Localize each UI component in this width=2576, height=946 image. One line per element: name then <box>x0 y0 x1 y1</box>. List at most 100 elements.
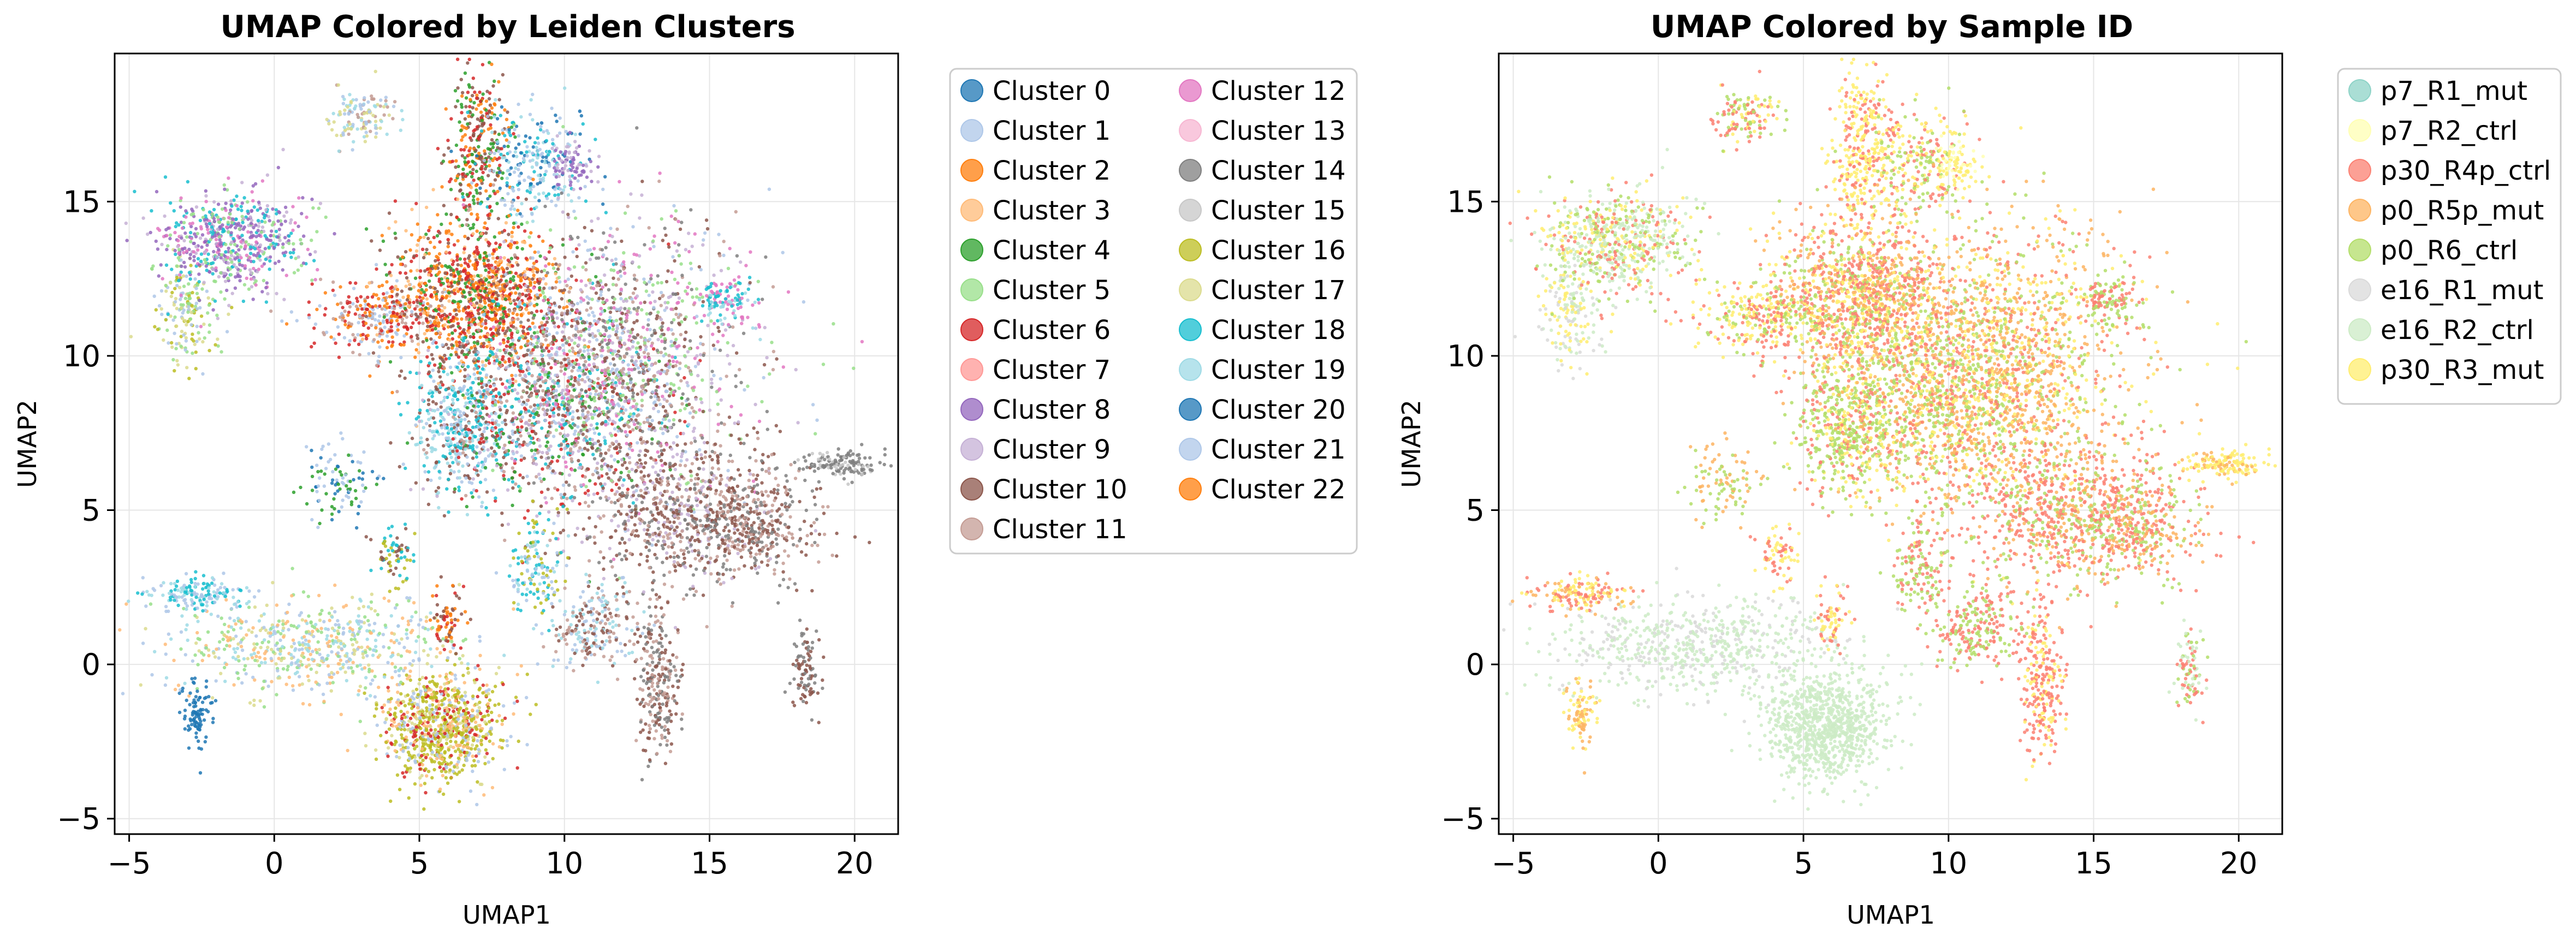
scatter-point <box>244 244 247 248</box>
scatter-point <box>508 134 513 138</box>
scatter-point <box>479 155 484 159</box>
scatter-point <box>471 694 475 698</box>
scatter-point <box>529 207 533 211</box>
scatter-point <box>268 255 272 259</box>
scatter-point <box>221 223 224 227</box>
scatter-point <box>450 346 454 350</box>
scatter-point <box>283 205 288 209</box>
scatter-point <box>355 296 359 300</box>
scatter-point <box>368 304 372 308</box>
scatter-point <box>462 763 466 767</box>
scatter-point <box>192 339 195 343</box>
scatter-point <box>485 111 489 115</box>
scatter-point <box>346 325 350 330</box>
scatter-point <box>424 676 428 680</box>
scatter-point <box>478 201 483 206</box>
scatter-point <box>530 311 533 315</box>
scatter-point <box>335 133 339 138</box>
scatter-point <box>486 174 490 177</box>
scatter-point <box>425 205 429 210</box>
scatter-point <box>434 695 438 699</box>
scatter-point <box>363 731 367 735</box>
scatter-point <box>590 252 594 257</box>
scatter-point <box>201 574 206 578</box>
scatter-point <box>365 134 369 138</box>
scatter-point <box>306 594 310 598</box>
scatter-point <box>276 669 280 673</box>
scatter-point <box>452 315 455 319</box>
scatter-point <box>461 195 465 199</box>
scatter-point <box>454 340 459 344</box>
scatter-point <box>339 301 343 305</box>
scatter-point <box>377 354 381 359</box>
scatter-point <box>498 279 502 283</box>
scatter-point <box>470 743 474 747</box>
scatter-point <box>236 207 240 211</box>
scatter-point <box>410 310 414 314</box>
scatter-point <box>207 330 211 334</box>
scatter-point <box>223 594 228 598</box>
scatter-point <box>397 301 401 305</box>
scatter-point <box>448 451 452 455</box>
scatter-point <box>458 582 461 587</box>
scatter-point <box>260 290 264 294</box>
scatter-point <box>493 276 497 281</box>
scatter-point <box>331 681 335 685</box>
scatter-point <box>448 338 452 342</box>
scatter-point <box>483 221 487 225</box>
scatter-point <box>395 332 399 336</box>
scatter-point <box>585 164 589 168</box>
scatter-point <box>506 258 510 262</box>
scatter-point <box>476 308 480 312</box>
scatter-point <box>566 156 569 159</box>
scatter-point <box>341 131 345 135</box>
scatter-point <box>471 159 474 163</box>
scatter-point <box>399 128 403 132</box>
scatter-point <box>563 86 567 90</box>
scatter-point <box>471 93 474 98</box>
scatter-point <box>327 644 331 648</box>
scatter-point <box>174 584 179 588</box>
scatter-point <box>468 105 472 109</box>
scatter-point <box>286 664 290 669</box>
scatter-point <box>407 719 411 723</box>
scatter-point <box>194 227 198 231</box>
scatter-point <box>471 318 476 322</box>
scatter-point <box>494 98 497 102</box>
scatter-point <box>533 297 537 301</box>
scatter-point <box>399 355 403 360</box>
scatter-point <box>454 728 459 733</box>
scatter-point <box>532 261 536 265</box>
scatter-point <box>463 160 467 164</box>
scatter-point <box>353 106 357 110</box>
scatter-point <box>168 596 173 599</box>
scatter-point <box>485 709 489 713</box>
scatter-point <box>367 110 371 114</box>
scatter-point <box>516 209 520 212</box>
scatter-point <box>408 770 412 774</box>
scatter-point <box>471 769 474 774</box>
scatter-point <box>420 695 425 700</box>
scatter-point <box>173 331 176 335</box>
scatter-point <box>165 328 169 332</box>
scatter-point <box>565 145 569 148</box>
scatter-point <box>376 612 380 617</box>
scatter-point <box>389 614 393 618</box>
scatter-point <box>535 162 539 165</box>
scatter-point <box>247 589 251 593</box>
scatter-point <box>311 650 314 653</box>
scatter-point <box>408 662 412 666</box>
scatter-point <box>359 599 363 603</box>
scatter-point <box>460 694 464 698</box>
scatter-point <box>422 255 426 260</box>
scatter-point <box>417 321 421 325</box>
scatter-point <box>486 197 490 201</box>
scatter-point <box>409 233 414 237</box>
scatter-point <box>451 324 455 328</box>
scatter-point <box>187 377 191 380</box>
scatter-point <box>521 329 525 333</box>
scatter-point <box>442 792 446 796</box>
scatter-point <box>164 652 168 656</box>
scatter-point <box>424 619 429 623</box>
scatter-point <box>495 201 499 205</box>
